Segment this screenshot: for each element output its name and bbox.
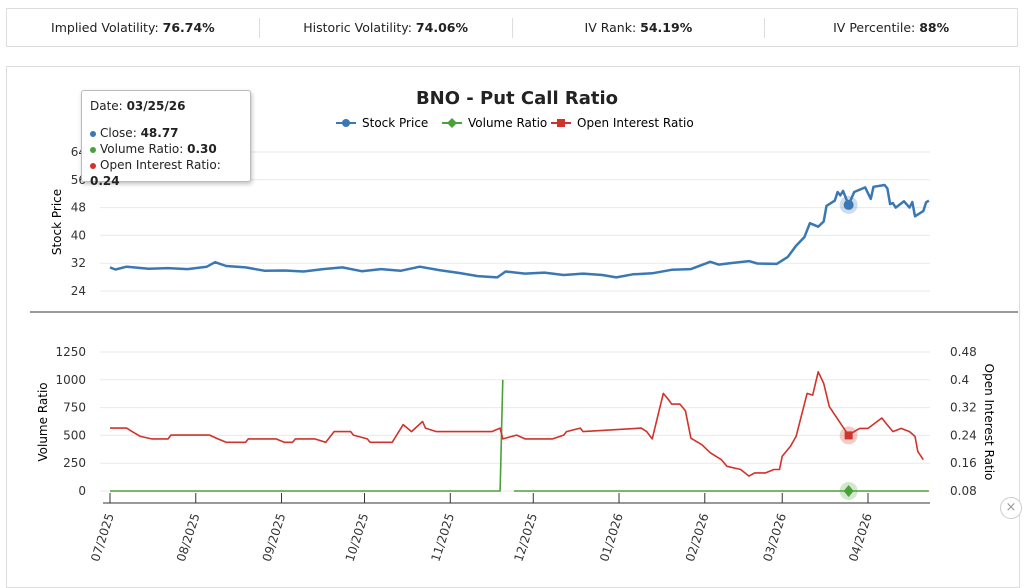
close-icon[interactable]: × [1000,497,1022,519]
chart-title: BNO - Put Call Ratio [416,88,618,109]
y-tick-label: 48 [71,201,86,215]
stock-price-highlight-point [843,199,854,210]
y-tick-label-right: 0.4 [950,373,969,387]
dot-icon [90,162,96,169]
stat-value: 54.19% [640,19,693,35]
y-tick-label-left: 0 [78,484,86,498]
x-tick-label: 04/2026 [846,512,875,564]
y-axis-label-volume-ratio: Volume Ratio [36,382,50,461]
x-tick-label: 12/2025 [511,512,540,564]
diamond-marker-icon [447,118,457,128]
tooltip: Date: 03/25/26 Close: 48.77 Volume Ratio… [81,90,251,188]
tooltip-volume-ratio: 0.30 [187,142,217,156]
legend-item-stock-price[interactable]: Stock Price [336,116,428,130]
tooltip-date: 03/25/26 [126,99,186,113]
square-marker-icon [557,119,565,127]
y-tick-label-right: 0.32 [950,401,977,415]
legend-label: Volume Ratio [468,116,547,130]
y-tick-label-left: 500 [63,428,86,442]
put-call-ratio-chart[interactable]: BNO - Put Call Ratio Stock Price Volume … [0,0,1024,570]
y-tick-label: 24 [71,284,86,298]
y-axis-label-stock-price: Stock Price [50,189,64,255]
x-tick-label: 09/2025 [260,512,289,564]
x-tick-label: 03/2026 [760,512,789,564]
x-tick-label: 10/2025 [343,512,372,564]
y-tick-label-left: 1000 [55,373,86,387]
stat-value: 88% [919,19,950,35]
y-tick-label-left: 1250 [55,345,86,359]
y-tick-label-left: 750 [63,401,86,415]
x-tick-label: 02/2026 [683,512,712,564]
circle-marker-icon [342,119,350,127]
stat-iv-rank: IV Rank: 54.19% [513,17,766,38]
volume-ratio-line [110,379,929,492]
y-tick-label-right: 0.48 [950,345,977,359]
y-axis-label-open-interest-ratio: Open Interest Ratio [982,364,996,481]
stock-price-line [109,183,930,279]
x-tick-label: 11/2025 [428,512,457,564]
stat-implied-volatility: Implied Volatility: 76.74% [7,17,260,38]
y-tick-label-right: 0.24 [950,428,977,442]
y-tick-label-right: 0.16 [950,456,977,470]
x-tick-label: 08/2025 [174,512,203,564]
volatility-stats-bar: Implied Volatility: 76.74% Historic Vola… [6,8,1018,47]
legend-item-open-interest-ratio[interactable]: Open Interest Ratio [551,116,694,130]
x-tick-label: 01/2026 [597,512,626,564]
oi-ratio-highlight-point [844,431,853,440]
volume-ratio-highlight-point [843,484,854,497]
x-tick-label: 07/2025 [88,512,117,564]
open-interest-ratio-line [110,371,924,477]
stat-historic-volatility: Historic Volatility: 74.06% [260,17,513,38]
y-tick-label-left: 250 [63,456,86,470]
legend-label: Stock Price [362,116,428,130]
dot-icon [90,130,96,137]
legend: Stock Price Volume Ratio Open Interest R… [336,116,694,130]
dot-icon [90,146,96,153]
y-tick-label-right: 0.08 [950,484,977,498]
y-tick-label: 40 [71,228,86,242]
legend-label: Open Interest Ratio [577,116,694,130]
stat-value: 74.06% [415,19,468,35]
stat-value: 76.74% [162,19,215,35]
tooltip-close: 48.77 [140,126,179,140]
y-tick-label: 32 [71,256,86,270]
legend-item-volume-ratio[interactable]: Volume Ratio [442,116,547,130]
tooltip-oi-ratio: 0.24 [90,174,120,188]
stat-iv-percentile: IV Percentile: 88% [833,19,950,35]
